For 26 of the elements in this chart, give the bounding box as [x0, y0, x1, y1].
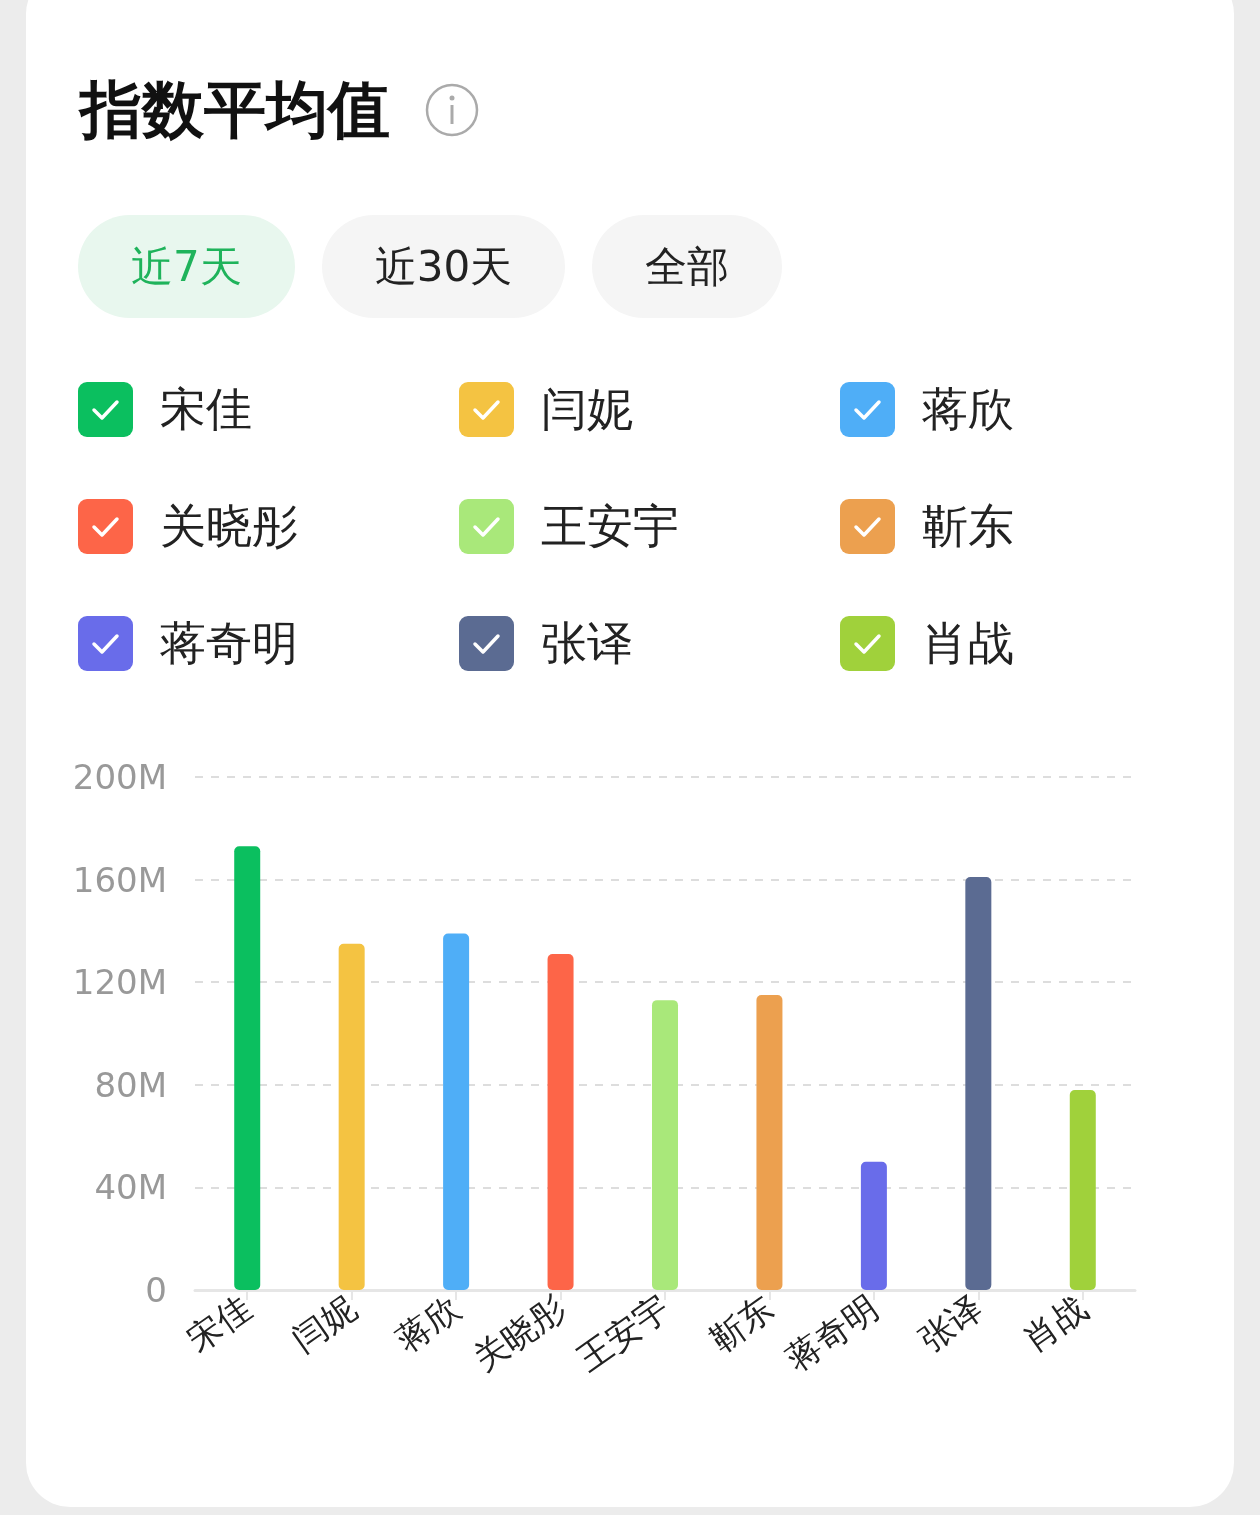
category-label: 闫妮 [541, 381, 633, 436]
y-tick-label: 200M [72, 757, 167, 797]
category-label: 关晓彤 [160, 498, 298, 553]
chart-title: 指数平均值 [80, 72, 390, 148]
x-tick-label: 靳东 [702, 1287, 781, 1360]
category-label: 张译 [541, 615, 633, 670]
x-tick-label: 肖战 [1015, 1287, 1095, 1360]
x-tick-label: 闫妮 [284, 1287, 364, 1360]
category-label: 王安宇 [541, 498, 679, 553]
category-label: 宋佳 [160, 381, 252, 436]
y-tick-label: 120M [72, 962, 167, 1003]
category-label: 蒋奇明 [160, 615, 298, 670]
text: 近30天 [321, 215, 566, 318]
y-tick-label: 80M [94, 1064, 167, 1105]
y-tick-label: 160M [72, 859, 167, 900]
x-tick-label: 宋佳 [180, 1287, 259, 1360]
x-tick-label: 张译 [911, 1287, 990, 1360]
x-tick-label: 蒋欣 [388, 1287, 468, 1360]
x-tick-label: 蒋奇明 [778, 1287, 886, 1379]
category-label: 肖战 [922, 615, 1014, 670]
y-tick-label: 40M [94, 1167, 167, 1208]
text: 全部 [592, 215, 783, 318]
category-label: 蒋欣 [922, 381, 1014, 436]
text: 近7天 [78, 215, 295, 318]
category-label: 靳东 [922, 498, 1014, 553]
y-tick-label: 0 [145, 1270, 167, 1310]
